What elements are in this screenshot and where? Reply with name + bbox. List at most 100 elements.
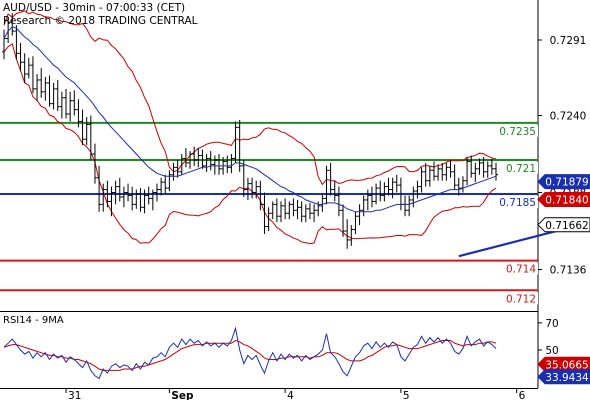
price-bar (208, 151, 213, 171)
price-bar (80, 109, 85, 146)
price-bar (250, 177, 255, 199)
bollinger-band-tag-label: 0.71840 (545, 194, 588, 206)
bollinger-lower-line (3, 43, 497, 245)
price-axis-tick-label: 0.7240 (550, 111, 587, 123)
price-bar (105, 180, 110, 208)
price-bar (55, 79, 60, 112)
price-bar (26, 57, 31, 79)
price-bar (436, 164, 441, 181)
price-bar (423, 162, 428, 187)
price-bar (146, 186, 151, 205)
price-bar (353, 211, 358, 234)
price-bar (357, 204, 362, 226)
moving-average-tag-shape (537, 174, 590, 190)
price-bar (101, 183, 106, 212)
price-bar (225, 155, 230, 174)
price-bar (332, 180, 337, 202)
price-bar (427, 165, 432, 187)
price-bar (386, 177, 391, 196)
price-bar (365, 189, 370, 211)
price-bar (312, 204, 317, 223)
price-bar (349, 225, 354, 246)
price-bar (117, 177, 122, 202)
moving-average-tag: 0.71879 (537, 174, 590, 190)
resistance-level-label: 0.721 (506, 163, 536, 175)
price-bar (18, 42, 23, 72)
price-bar (171, 162, 176, 181)
price-bar (159, 177, 164, 196)
price-bar (47, 75, 52, 107)
price-bar (303, 204, 308, 223)
price-bar (477, 158, 482, 175)
price-bar (163, 174, 168, 195)
price-bar (35, 74, 40, 101)
support-level-label-bg (504, 292, 538, 305)
price-bar (109, 186, 114, 217)
time-axis-tick-label: 4 (287, 390, 294, 400)
price-bar (415, 180, 420, 199)
rsi-panel: RSI14 - 9MA705030 (3, 315, 559, 384)
price-bar (121, 186, 126, 208)
price-bar (150, 189, 155, 211)
price-bar (68, 91, 73, 122)
price-bar (216, 154, 221, 175)
price-bar (92, 143, 97, 184)
rsi-axis-tick-label: 70 (545, 318, 558, 330)
price-bar (295, 199, 300, 220)
time-axis-tick-label: 31 (68, 390, 81, 400)
price-bar (460, 176, 465, 193)
price-bar (291, 198, 296, 217)
pivot-level-label-bg (504, 196, 538, 209)
rsi-tag-shape (537, 369, 590, 385)
price-bar (97, 165, 102, 212)
price-bar (30, 56, 35, 94)
price-bar (142, 189, 147, 214)
price-bar (229, 154, 234, 174)
price-bar (266, 207, 271, 232)
support-level-label: 0.712 (506, 293, 536, 305)
price-bar (204, 154, 209, 172)
price-bar (188, 151, 193, 169)
overlays (3, 26, 590, 258)
price-bar (245, 177, 250, 200)
price-bar (336, 186, 341, 217)
price-bar (258, 180, 263, 211)
rsi-axis-tick-label: 50 (545, 345, 558, 357)
price-bar (394, 174, 399, 193)
last-price-tag-shape (537, 217, 590, 233)
price-bar (241, 159, 246, 197)
price-bar (200, 149, 205, 169)
price-bar (130, 186, 135, 211)
support-level-label-bg (504, 262, 538, 275)
price-bar (64, 88, 69, 119)
price-bar (192, 146, 197, 166)
resistance-level-label-bg (504, 161, 538, 174)
chart-subtitle: Research © 2018 TRADING CENTRAL (3, 15, 198, 27)
horizontal-levels: 0.7235 0.721 0.7185 0.714 0.712 (0, 121, 538, 305)
last-price-tag-label: 0.71662 (545, 220, 588, 232)
bollinger-bands (3, 10, 497, 245)
price-bars (2, 13, 498, 249)
time-axis-tick-label: 5 (403, 390, 410, 400)
rsi-tag-label: 33.9434 (545, 372, 589, 384)
price-bar (361, 195, 366, 217)
price-axis-tick-label: 0.7136 (550, 265, 587, 277)
rsi-line (3, 326, 497, 380)
price-bar (233, 121, 238, 163)
rsi-ma-tag: 35.0665 (537, 356, 590, 372)
price-bar (328, 162, 333, 196)
time-axis-tick-label: 6 (519, 390, 526, 400)
price-bar (448, 159, 453, 178)
price-bar (465, 156, 470, 186)
bollinger-upper-line (3, 10, 497, 186)
price-bar (279, 201, 284, 223)
moving-average-tag-label: 0.71879 (545, 177, 588, 189)
price-bar (212, 155, 217, 175)
price-bar (390, 177, 395, 199)
price-bar (262, 192, 267, 234)
price-bar (274, 198, 279, 223)
price-bar (43, 77, 48, 101)
price-bar (378, 180, 383, 202)
rsi-ma-tag-label: 35.0665 (545, 359, 588, 371)
price-axis-tick-label: 0.7291 (550, 35, 587, 47)
